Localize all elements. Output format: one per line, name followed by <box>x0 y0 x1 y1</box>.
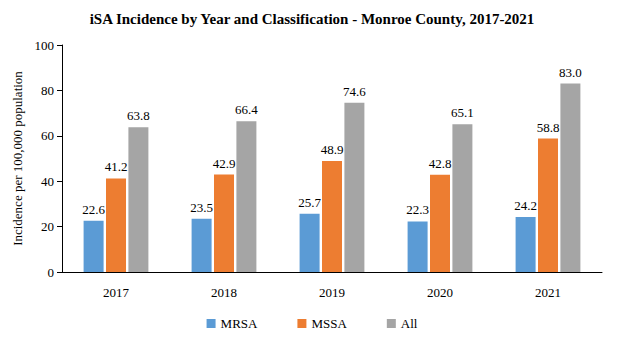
svg-text:24.2: 24.2 <box>514 198 537 213</box>
svg-text:20: 20 <box>41 219 54 234</box>
svg-text:58.8: 58.8 <box>537 120 560 135</box>
svg-text:2020: 2020 <box>427 285 453 300</box>
svg-text:2019: 2019 <box>319 285 345 300</box>
svg-text:80: 80 <box>41 83 54 98</box>
svg-text:74.6: 74.6 <box>343 84 366 99</box>
svg-text:2018: 2018 <box>211 285 237 300</box>
svg-text:2021: 2021 <box>535 285 561 300</box>
svg-text:65.1: 65.1 <box>451 105 474 120</box>
svg-text:63.8: 63.8 <box>127 108 150 123</box>
svg-text:MRSA: MRSA <box>221 316 258 331</box>
svg-text:40: 40 <box>41 174 54 189</box>
svg-text:66.4: 66.4 <box>235 102 258 117</box>
svg-text:41.2: 41.2 <box>105 159 128 174</box>
svg-text:22.3: 22.3 <box>406 202 429 217</box>
svg-text:60: 60 <box>41 128 54 143</box>
svg-text:22.6: 22.6 <box>82 202 105 217</box>
svg-text:83.0: 83.0 <box>559 65 582 80</box>
svg-text:23.5: 23.5 <box>190 200 213 215</box>
svg-text:iSA Incidence by Year and Clas: iSA Incidence by Year and Classification… <box>90 11 535 27</box>
svg-text:2017: 2017 <box>103 285 130 300</box>
svg-text:Incidence per 100,000 populati: Incidence per 100,000 population <box>10 71 25 246</box>
svg-text:All: All <box>401 316 418 331</box>
svg-text:0: 0 <box>48 265 55 280</box>
svg-text:MSSA: MSSA <box>311 316 347 331</box>
svg-text:25.7: 25.7 <box>298 195 321 210</box>
svg-text:100: 100 <box>35 38 55 53</box>
svg-text:42.9: 42.9 <box>213 156 236 171</box>
svg-text:42.8: 42.8 <box>429 156 452 171</box>
svg-text:48.9: 48.9 <box>321 142 344 157</box>
